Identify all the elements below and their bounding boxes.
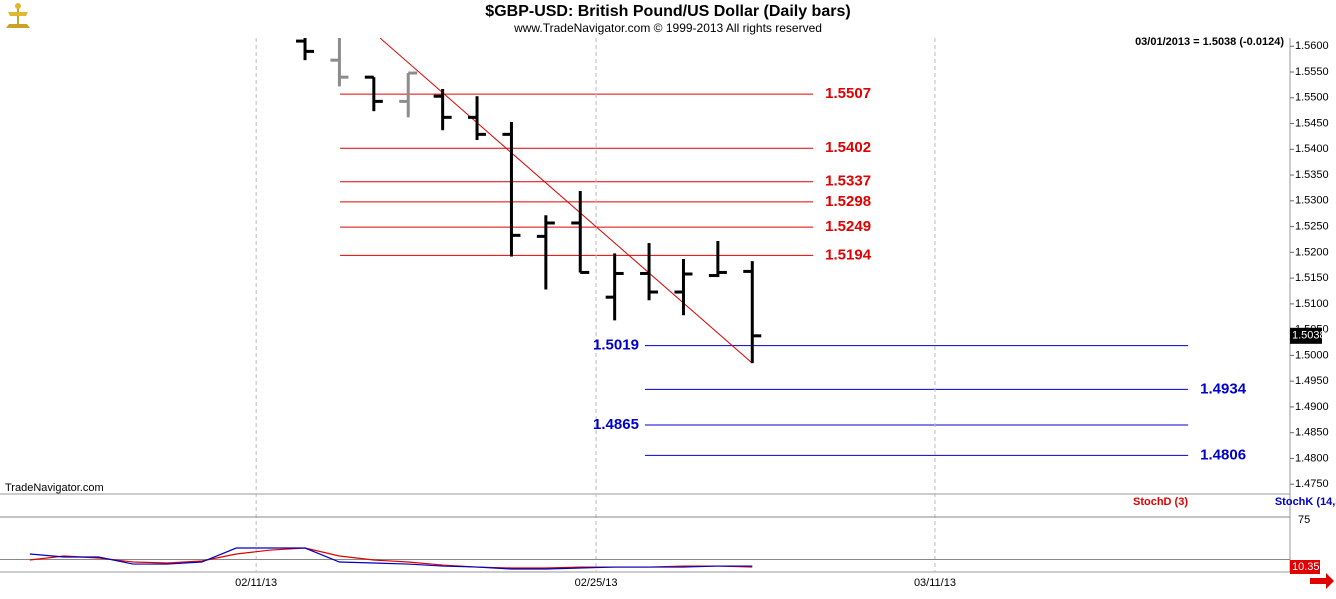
price-info: 03/01/2013 = 1.5038 (-0.0124) (1135, 36, 1284, 48)
level-label: 1.5019 (593, 337, 639, 354)
plot-layer: 02/11/13 02/25/13 03/11/13 1.4750 1.4800 1.48… (0, 38, 1336, 589)
chart-subtitle: www.TradeNavigator.com © 1999-2013 All r… (513, 21, 822, 35)
y-tick-label: 1.5000 (1295, 349, 1329, 361)
y-tick-label: 1.4900 (1295, 401, 1329, 413)
y-tick-label: 1.5400 (1295, 143, 1329, 155)
y-tick-label: 1.5600 (1295, 40, 1329, 52)
y-tick-label: 1.5300 (1295, 195, 1329, 207)
level-label: 1.4806 (1200, 446, 1246, 463)
legend-entry: StochD (3) (1133, 496, 1188, 508)
legend-entry: StochK (14,3) (1275, 496, 1336, 508)
last-price-box (1290, 327, 1322, 344)
last-price-label: 1.5038 (1292, 330, 1326, 342)
y-tick-label: 1.5350 (1295, 169, 1329, 181)
y-tick-label: 1.4800 (1295, 452, 1329, 464)
level-label: 1.4934 (1200, 380, 1247, 397)
x-tick-label: 03/11/13 (914, 577, 956, 589)
level-label: 1.5507 (825, 85, 871, 102)
watermark: TradeNavigator.com (5, 482, 104, 494)
last-value-box (1290, 560, 1320, 575)
x-tick-label: 02/25/13 (575, 577, 618, 589)
level-label: 1.5337 (825, 173, 871, 190)
stoch-line (29, 547, 753, 570)
level-label: 1.5249 (825, 218, 871, 235)
logo (6, 3, 30, 28)
y-tick-label: 1.5100 (1295, 298, 1329, 310)
level-label: 1.5402 (825, 139, 871, 156)
y-tick-label: 1.4950 (1295, 375, 1329, 387)
x-tick-label: 02/11/13 (235, 577, 277, 589)
level-label: 1.5298 (825, 193, 871, 210)
plot-area (296, 38, 1189, 456)
chart-title: $GBP-USD: British Pound/US Dollar (Daily… (485, 3, 850, 20)
y-tick-label: 1.5250 (1295, 220, 1329, 232)
y-tick-label: 1.5450 (1295, 117, 1329, 129)
y-tick-label: 75 (1298, 514, 1310, 526)
scroll-arrow[interactable] (1310, 573, 1334, 589)
y-tick-label: 1.5550 (1295, 66, 1329, 78)
y-tick-label: 1.5500 (1295, 92, 1329, 104)
y-tick-label: 1.4850 (1295, 427, 1329, 439)
y-tick-label: 1.5150 (1295, 272, 1329, 284)
level-label: 1.5194 (825, 246, 872, 263)
y-tick-label: 1.5200 (1295, 246, 1329, 258)
level-label: 1.4865 (593, 416, 639, 433)
y-tick-label: 1.4750 (1295, 478, 1329, 490)
last-value-label: 10.35 (1292, 561, 1320, 573)
